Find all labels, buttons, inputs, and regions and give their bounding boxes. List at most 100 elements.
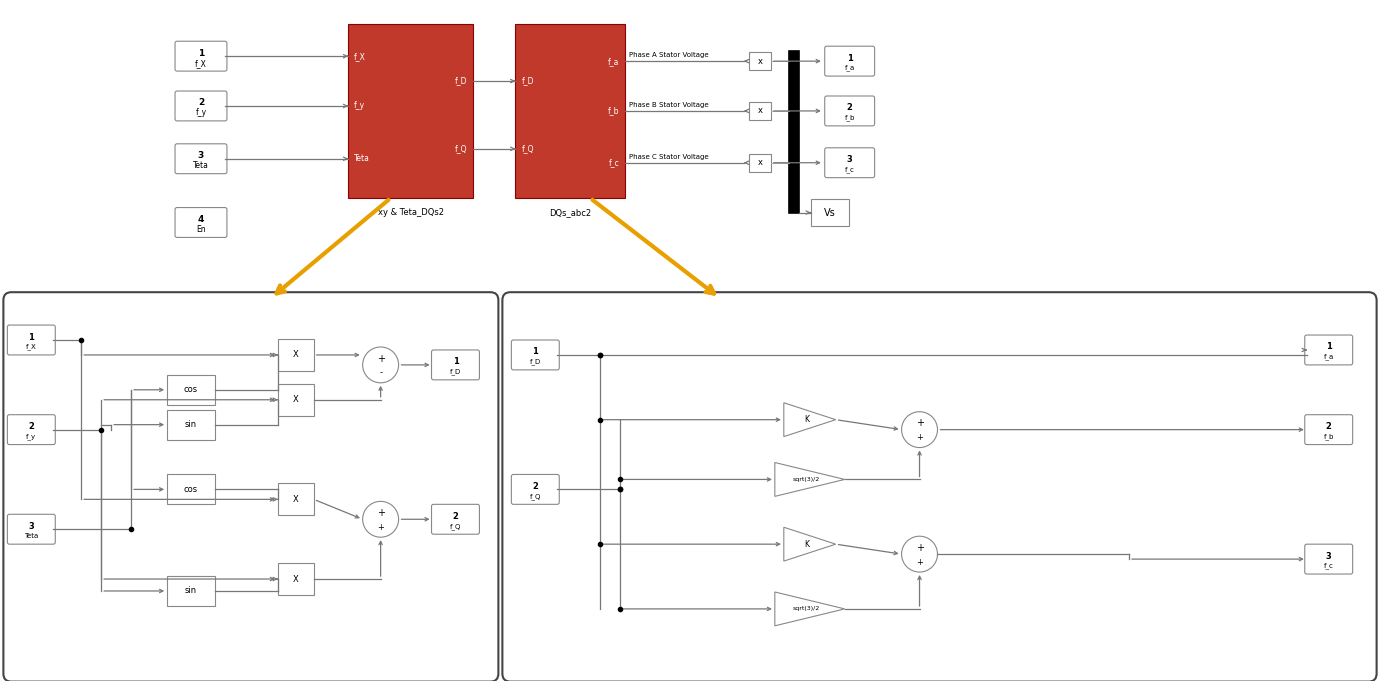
Text: f_D: f_D xyxy=(521,76,534,85)
Text: 1: 1 xyxy=(452,357,458,366)
Text: f_X: f_X xyxy=(26,344,37,351)
Text: x: x xyxy=(757,106,763,115)
Text: +: + xyxy=(916,418,924,428)
Text: sin: sin xyxy=(185,420,197,429)
Text: X: X xyxy=(292,495,299,504)
Circle shape xyxy=(902,536,938,572)
Text: 3: 3 xyxy=(847,155,852,164)
Text: +: + xyxy=(916,558,923,567)
FancyBboxPatch shape xyxy=(825,46,874,76)
Polygon shape xyxy=(783,403,836,436)
FancyBboxPatch shape xyxy=(1305,415,1353,445)
Text: +: + xyxy=(376,508,385,518)
Text: 2: 2 xyxy=(197,98,204,108)
Text: 1: 1 xyxy=(197,48,204,58)
Text: 3: 3 xyxy=(197,151,204,160)
Bar xyxy=(749,53,771,70)
Text: 1: 1 xyxy=(1325,342,1332,351)
Text: f_Q: f_Q xyxy=(521,145,534,153)
Circle shape xyxy=(363,501,399,537)
FancyBboxPatch shape xyxy=(1305,335,1353,365)
Text: sin: sin xyxy=(185,587,197,595)
Text: +: + xyxy=(376,354,385,364)
FancyBboxPatch shape xyxy=(432,350,480,380)
Text: sqrt(3)/2: sqrt(3)/2 xyxy=(793,606,821,611)
Bar xyxy=(167,576,215,606)
Polygon shape xyxy=(783,527,836,561)
FancyBboxPatch shape xyxy=(7,325,55,355)
Text: 4: 4 xyxy=(197,215,204,224)
Text: 2: 2 xyxy=(29,422,34,431)
Text: xy & Teta_DQs2: xy & Teta_DQs2 xyxy=(378,208,444,217)
FancyBboxPatch shape xyxy=(3,292,498,681)
Text: DQs_abc2: DQs_abc2 xyxy=(549,208,592,217)
Text: f_c: f_c xyxy=(1324,563,1333,569)
Text: f_a: f_a xyxy=(1324,353,1333,360)
Text: X: X xyxy=(292,574,299,584)
Text: 1: 1 xyxy=(29,333,34,342)
Text: f_c: f_c xyxy=(608,158,619,167)
Bar xyxy=(789,51,798,213)
Bar xyxy=(277,563,314,595)
Text: f_D: f_D xyxy=(530,359,541,366)
Text: f_D: f_D xyxy=(450,368,461,375)
FancyBboxPatch shape xyxy=(7,514,55,544)
Bar xyxy=(811,198,848,226)
Text: f_a: f_a xyxy=(844,65,855,72)
Text: 2: 2 xyxy=(847,104,852,113)
Text: X: X xyxy=(292,351,299,359)
Polygon shape xyxy=(775,462,845,496)
Text: K: K xyxy=(804,415,809,424)
Circle shape xyxy=(363,347,399,383)
Text: +: + xyxy=(916,543,924,553)
Bar xyxy=(167,410,215,440)
Text: cos: cos xyxy=(183,485,199,494)
Circle shape xyxy=(902,412,938,447)
Text: f_c: f_c xyxy=(845,166,855,173)
Text: 2: 2 xyxy=(1325,422,1332,431)
Text: x: x xyxy=(757,158,763,167)
FancyBboxPatch shape xyxy=(1305,544,1353,574)
Text: 3: 3 xyxy=(1325,552,1332,561)
Text: f_X: f_X xyxy=(194,59,207,68)
FancyBboxPatch shape xyxy=(175,41,228,71)
Bar xyxy=(277,484,314,516)
Text: Vs: Vs xyxy=(823,207,836,218)
FancyBboxPatch shape xyxy=(512,340,560,370)
Text: X: X xyxy=(292,396,299,404)
Text: sqrt(3)/2: sqrt(3)/2 xyxy=(793,477,821,482)
FancyBboxPatch shape xyxy=(825,148,874,178)
Text: 1: 1 xyxy=(532,347,538,357)
FancyBboxPatch shape xyxy=(7,415,55,445)
FancyBboxPatch shape xyxy=(175,144,228,174)
FancyBboxPatch shape xyxy=(502,292,1376,681)
Text: f_b: f_b xyxy=(608,106,619,115)
Bar xyxy=(516,24,625,198)
Text: +: + xyxy=(378,523,385,532)
Polygon shape xyxy=(775,592,845,626)
Text: 1: 1 xyxy=(847,54,852,63)
Bar xyxy=(749,153,771,172)
Text: -: - xyxy=(379,368,382,377)
Text: Phase B Stator Voltage: Phase B Stator Voltage xyxy=(629,102,709,108)
Text: 3: 3 xyxy=(29,522,34,531)
Bar xyxy=(277,339,314,371)
Text: Teta: Teta xyxy=(354,154,370,163)
Text: f_Q: f_Q xyxy=(530,493,541,500)
Bar xyxy=(167,375,215,404)
Text: f_D: f_D xyxy=(455,76,467,85)
Text: f_y: f_y xyxy=(196,108,207,117)
Text: f_Q: f_Q xyxy=(450,523,461,530)
Text: f_b: f_b xyxy=(844,115,855,121)
Text: f_y: f_y xyxy=(26,433,36,440)
Text: Teta: Teta xyxy=(193,161,210,170)
Text: Teta: Teta xyxy=(25,533,39,539)
FancyBboxPatch shape xyxy=(432,504,480,534)
Bar xyxy=(749,102,771,120)
Bar xyxy=(348,24,473,198)
FancyBboxPatch shape xyxy=(512,475,560,504)
Text: En: En xyxy=(196,225,205,234)
Text: K: K xyxy=(804,539,809,549)
FancyBboxPatch shape xyxy=(175,207,228,237)
Text: 2: 2 xyxy=(452,512,458,521)
